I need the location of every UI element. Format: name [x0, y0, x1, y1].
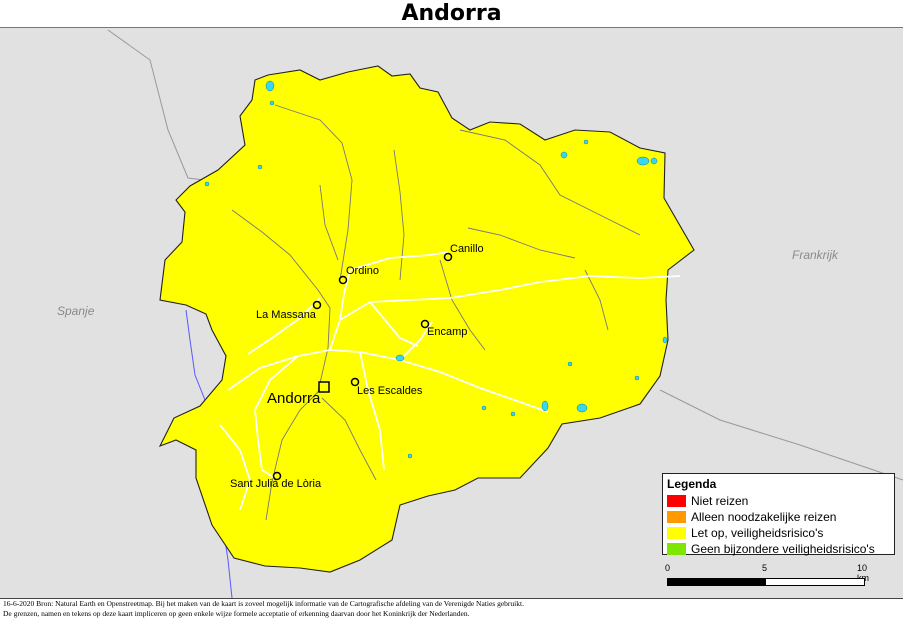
international-border-west [107, 29, 205, 181]
map-canvas[interactable] [0, 28, 903, 598]
lakes [204, 80, 668, 459]
legend-swatch-yellow [667, 527, 686, 539]
legend-title: Legenda [667, 477, 717, 491]
scale-label-5: 5 [762, 563, 768, 573]
label-encamp: Encamp [427, 326, 468, 338]
legend: Legenda Niet reizen Alleen noodzakelijke… [662, 473, 895, 557]
town-marker-sant-julia [272, 471, 282, 481]
scale-bar-fill [668, 579, 766, 585]
footer-source: 16-6-2020 Bron: Natural Earth en Openstr… [3, 599, 524, 608]
town-marker-ordino [338, 275, 348, 285]
town-marker-canillo [443, 252, 453, 262]
legend-item-noodzakelijk: Alleen noodzakelijke reizen [667, 509, 890, 525]
label-france: Frankrijk [792, 248, 839, 262]
scale-bar-track [667, 578, 865, 586]
label-spain: Spanje [57, 304, 95, 318]
legend-item-geen-risico: Geen bijzondere veiligheidsrisico's [667, 541, 890, 557]
town-marker-les-escaldes [350, 377, 360, 387]
parish-boundaries [231, 104, 641, 521]
legend-label: Alleen noodzakelijke reizen [691, 510, 837, 524]
label-la-massana: La Massana [256, 309, 316, 321]
roads [219, 251, 681, 511]
label-ordino: Ordino [346, 265, 380, 277]
legend-label: Geen bijzondere veiligheidsrisico's [691, 542, 875, 556]
map-title: Andorra [401, 1, 502, 26]
footer: 16-6-2020 Bron: Natural Earth en Openstr… [0, 598, 903, 620]
legend-swatch-red [667, 495, 686, 507]
legend-item-let-op: Let op, veiligheidsrisico's [667, 525, 890, 541]
scale-bar: 0 5 10 km [665, 563, 869, 593]
label-les-escaldes: Les Escaldes [357, 385, 423, 397]
town-marker-la-massana [312, 300, 322, 310]
label-capital-andorra: Andorra [267, 390, 321, 407]
capital-marker [318, 381, 330, 393]
title-bar: Andorra [0, 0, 903, 28]
footer-disclaimer: De grenzen, namen en tekens op deze kaar… [3, 608, 470, 618]
label-sant-julia: Sant Julià de Lòria [230, 478, 322, 490]
town-marker-encamp [420, 319, 430, 329]
scale-label-0: 0 [665, 563, 671, 573]
international-border-east [659, 389, 903, 481]
legend-label: Let op, veiligheidsrisico's [691, 526, 824, 540]
andorra-territory[interactable] [158, 65, 695, 573]
map-area[interactable]: Spanje Frankrijk Canillo Ordino La Massa… [0, 28, 903, 598]
legend-swatch-green [667, 543, 686, 555]
legend-label: Niet reizen [691, 494, 749, 508]
label-canillo: Canillo [450, 243, 484, 255]
legend-item-niet-reizen: Niet reizen [667, 493, 890, 509]
legend-swatch-orange [667, 511, 686, 523]
